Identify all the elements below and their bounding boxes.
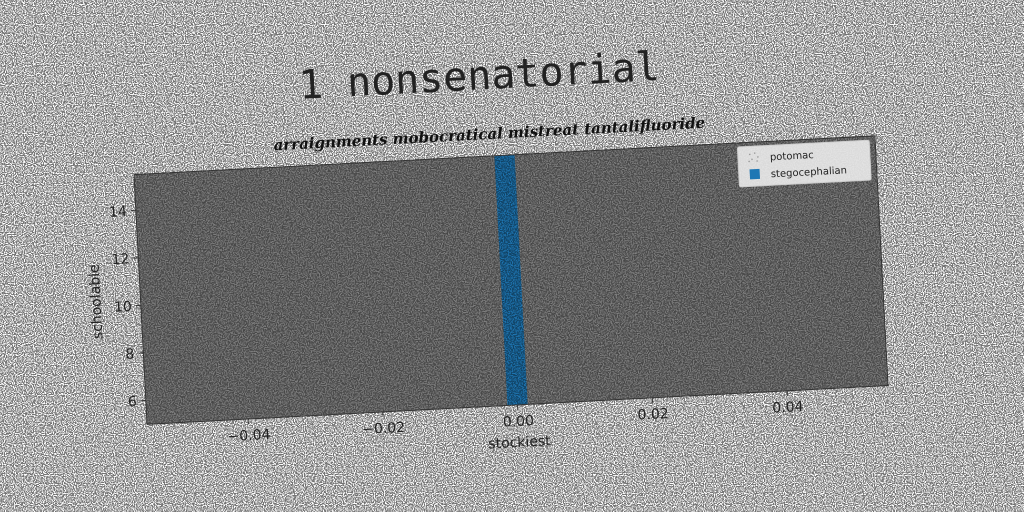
legend-dot [748, 153, 751, 156]
legend-label: stegocephalian [771, 165, 848, 180]
x-tick-label: 0.02 [637, 406, 669, 424]
legend-label: potomac [770, 150, 814, 163]
legend-marker-potomac [748, 152, 759, 163]
y-tick-label: 8 [125, 346, 135, 362]
x-axis-label: stockiest [488, 433, 552, 452]
legend-dot [751, 158, 753, 161]
x-axis: −0.04 −0.02 0.00 0.02 0.04 [227, 390, 804, 445]
y-tick-label: 6 [128, 394, 138, 410]
y-tick-label: 14 [109, 204, 128, 221]
legend-dot [753, 152, 756, 154]
legend-dot [748, 160, 750, 163]
x-tick-label: −0.02 [362, 420, 406, 438]
x-tick-label: 0.04 [772, 399, 804, 417]
legend-marker-stegocephalian [749, 168, 761, 180]
y-tick-label: 10 [114, 299, 133, 316]
y-tick-label: 12 [111, 251, 130, 268]
plot-noise [133, 135, 889, 425]
y-axis: 6 8 10 12 14 [109, 204, 146, 410]
chart-group: 1 nonsenatorial arraignments mobocratica… [87, 44, 889, 452]
x-tick-label: 0.00 [502, 413, 534, 431]
legend-dot [756, 160, 758, 162]
legend-dot [757, 156, 759, 158]
x-tick-label: −0.04 [227, 427, 271, 445]
legend: potomac stegocephalian [736, 139, 872, 188]
y-axis-label: schoolable [87, 264, 107, 340]
legend-box [736, 139, 872, 188]
